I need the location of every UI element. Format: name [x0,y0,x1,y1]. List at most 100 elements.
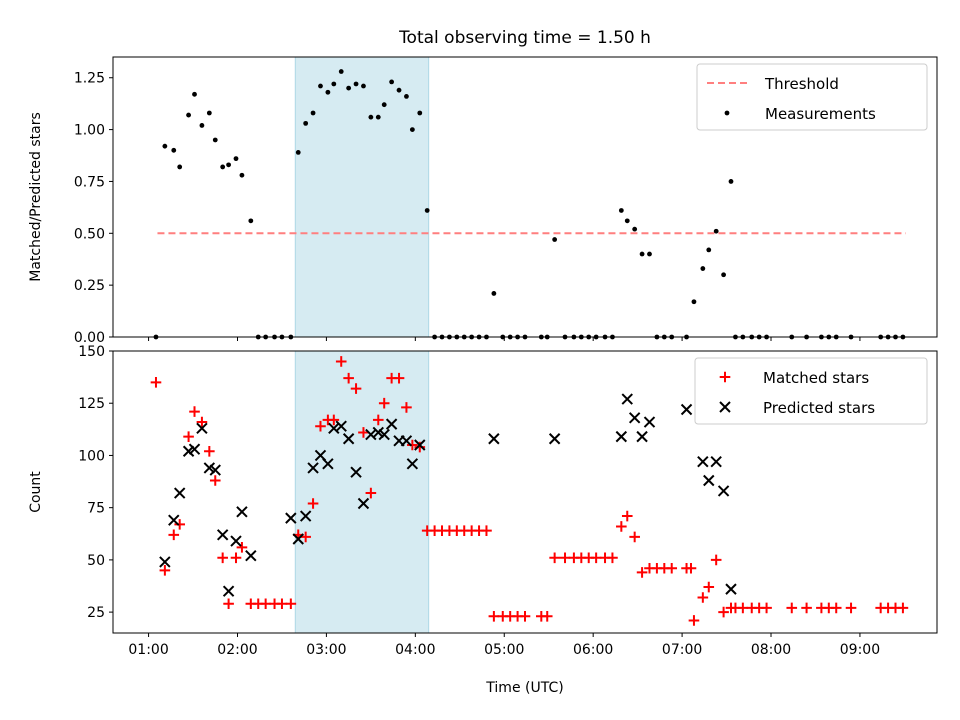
measurement-point [632,226,638,232]
matched-star-point [845,602,857,614]
y-tick-label: 1.25 [74,71,105,87]
predicted-star-point [230,535,242,547]
predicted-star-point [621,393,633,405]
y-tick-label: 150 [78,344,105,360]
chart-title: Total observing time = 1.50 h [398,28,651,48]
matched-star-point [209,475,221,486]
matched-star-point [703,581,715,593]
measurement-point [303,120,309,126]
x-axis-label: Time (UTC) [485,680,563,696]
matched-star-point [236,542,248,553]
predicted-star-point [159,556,171,568]
matched-star-point [378,397,390,409]
matched-star-point [260,598,271,610]
predicted-star-point [209,464,221,476]
bottom-legend: Matched stars Predicted stars [694,357,928,425]
matched-star-point [285,598,297,610]
predicted-star-point [216,529,229,541]
predicted-star-point [357,497,370,510]
matched-star-point [204,445,215,457]
matched-star-point [315,420,326,432]
measurement-point [389,79,395,85]
predicted-star-point [548,433,561,445]
matched-star-point [365,487,377,499]
predicted-star-point [680,403,693,416]
matched-star-point [159,565,171,576]
measurement-point [728,179,734,184]
matched-star-point [629,531,640,543]
top-plot-marks [153,69,906,340]
observing-span-bottom [294,350,430,634]
matched-star-point [358,427,369,438]
measurement-point [721,272,726,278]
x-tick-label: 07:00 [662,642,702,658]
measurement-point [338,69,344,74]
x-tick-label: 05:00 [484,642,524,658]
matched-star-point [616,521,627,532]
predicted-star-point [285,512,297,524]
legend-marker-swatch [719,371,731,383]
predicted-star-point [643,416,656,428]
predicted-star-point [628,412,641,424]
predicted-star-point [400,435,413,447]
measurement-point [706,247,712,253]
matched-star-point [801,602,812,614]
legend-label: Predicted stars [763,399,875,417]
measurement-point [381,102,387,108]
measurement-point [624,218,630,224]
matched-star-point [189,406,200,417]
top-ticks: 0.00 0.25 0.50 0.75 1.00 1.25 [74,71,861,346]
matched-star-point [737,602,749,614]
matched-star-point [636,567,648,578]
matched-star-point [401,402,412,413]
matched-star-point [300,531,311,543]
measurement-point [396,87,402,93]
x-tick-label: 02:00 [217,642,257,658]
matched-star-point [481,525,492,536]
legend-label: Threshold [764,75,839,93]
measurement-point [491,291,497,296]
predicted-star-point [350,466,362,478]
matched-star-point [343,372,354,384]
measurement-point [199,123,205,128]
top-panel: 0.00 0.25 0.50 0.75 1.00 1.25 Total observing… [28,28,938,346]
measurement-point [192,91,197,97]
matched-star-point [685,562,697,574]
y-tick-label: 100 [78,448,105,464]
legend-box [694,357,928,425]
matched-star-point [183,431,194,442]
matched-star-point [718,606,729,618]
measurement-point [375,114,381,120]
measurement-point [206,110,212,116]
top-legend: Threshold Measurements [696,63,928,131]
top-y-axis-label: Matched/Predicted stars [28,112,44,282]
y-tick-label: 75 [87,501,105,517]
x-tick-label: 08:00 [751,642,791,658]
predicted-star-point [725,583,737,595]
predicted-star-point [342,433,355,445]
matched-star-point [335,356,347,367]
measurement-point [162,143,168,149]
predicted-star-point [168,514,180,526]
matched-star-point [393,372,405,384]
matched-star-point [688,615,700,626]
y-tick-label: 50 [87,553,105,569]
matched-star-point [407,439,418,451]
matched-star-point [697,592,709,603]
measurement-point [310,110,316,116]
measurement-point [295,150,301,155]
measurement-point [700,266,706,271]
matched-star-point [519,610,531,622]
matched-star-point [168,529,180,541]
measurement-point [691,299,697,305]
matched-star-point [276,598,288,610]
measurement-point [171,147,177,153]
y-tick-label: 0.00 [74,330,105,346]
legend-label: Matched stars [763,369,869,387]
predicted-star-point [636,430,648,443]
measurement-point [239,172,245,178]
measurement-point [177,164,183,170]
matched-star-point [217,552,228,564]
matched-star-point [621,510,633,522]
measurement-point [361,83,366,89]
